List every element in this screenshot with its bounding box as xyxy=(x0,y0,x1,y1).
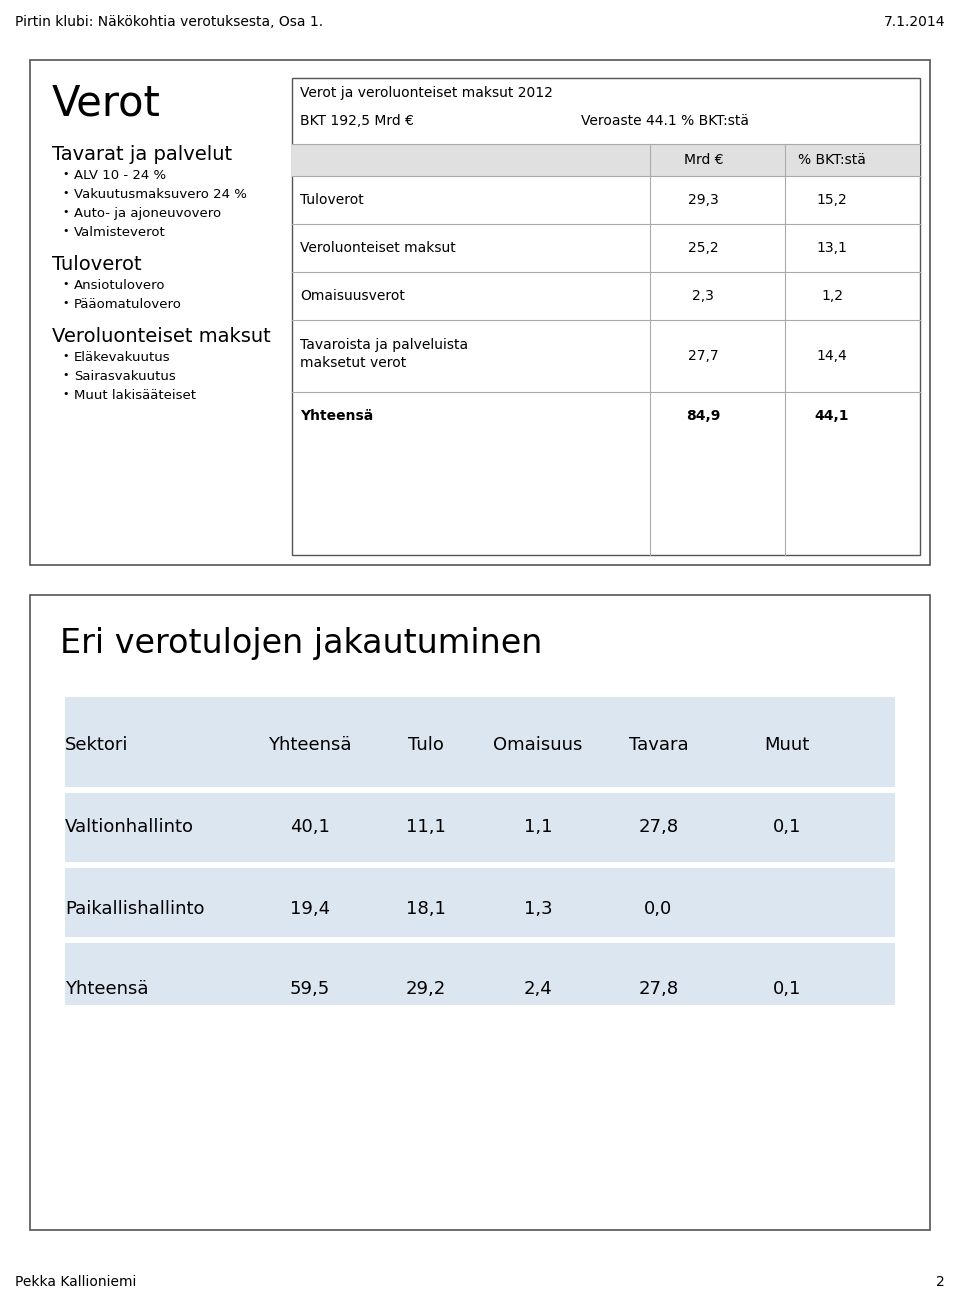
Text: •: • xyxy=(62,279,68,290)
Text: Valmisteverot: Valmisteverot xyxy=(74,226,166,239)
Text: •: • xyxy=(62,207,68,217)
Text: Tulo: Tulo xyxy=(408,736,444,754)
Text: 18,1: 18,1 xyxy=(406,900,446,918)
Text: Tavara: Tavara xyxy=(629,736,688,754)
Text: Ansiotulovero: Ansiotulovero xyxy=(74,279,165,292)
Text: 2: 2 xyxy=(936,1275,945,1289)
Text: 84,9: 84,9 xyxy=(686,409,721,423)
Text: 29,3: 29,3 xyxy=(688,193,719,207)
Text: Paikallishallinto: Paikallishallinto xyxy=(65,900,204,918)
Text: •: • xyxy=(62,226,68,237)
Text: 40,1: 40,1 xyxy=(290,818,330,837)
Text: •: • xyxy=(62,350,68,361)
Bar xyxy=(30,59,930,565)
Bar xyxy=(65,697,895,1005)
Bar xyxy=(292,144,920,176)
Text: 25,2: 25,2 xyxy=(688,240,719,255)
Text: Tavarat ja palvelut: Tavarat ja palvelut xyxy=(52,145,232,164)
Text: Omaisuusverot: Omaisuusverot xyxy=(300,290,405,303)
Bar xyxy=(65,787,895,793)
Text: •: • xyxy=(62,187,68,198)
Bar xyxy=(292,78,920,555)
Text: Muut: Muut xyxy=(764,736,809,754)
Text: Tuloverot: Tuloverot xyxy=(52,255,142,274)
Text: Omaisuus: Omaisuus xyxy=(493,736,583,754)
Text: 15,2: 15,2 xyxy=(817,193,848,207)
Text: 19,4: 19,4 xyxy=(290,900,330,918)
Text: ALV 10 - 24 %: ALV 10 - 24 % xyxy=(74,169,166,182)
Text: 13,1: 13,1 xyxy=(817,240,848,255)
Bar xyxy=(30,595,930,1230)
Text: Tavaroista ja palveluista: Tavaroista ja palveluista xyxy=(300,339,468,352)
Text: Sairasvakuutus: Sairasvakuutus xyxy=(74,370,176,383)
Text: Auto- ja ajoneuvovero: Auto- ja ajoneuvovero xyxy=(74,207,221,220)
Text: 1,1: 1,1 xyxy=(524,818,552,837)
Text: Verot ja veroluonteiset maksut 2012: Verot ja veroluonteiset maksut 2012 xyxy=(300,87,553,100)
Text: Yhteensä: Yhteensä xyxy=(268,736,351,754)
Text: Yhteensä: Yhteensä xyxy=(300,409,373,423)
Text: 1,2: 1,2 xyxy=(821,290,843,303)
Text: 29,2: 29,2 xyxy=(406,980,446,998)
Text: Valtionhallinto: Valtionhallinto xyxy=(65,818,194,837)
Text: Verot: Verot xyxy=(52,81,161,124)
Text: 27,8: 27,8 xyxy=(638,818,679,837)
Text: Yhteensä: Yhteensä xyxy=(65,980,149,998)
Text: 14,4: 14,4 xyxy=(817,349,848,363)
Bar xyxy=(65,862,895,868)
Text: •: • xyxy=(62,370,68,380)
Text: 0,0: 0,0 xyxy=(644,900,673,918)
Text: Pirtin klubi: Näkökohtia verotuksesta, Osa 1.: Pirtin klubi: Näkökohtia verotuksesta, O… xyxy=(15,16,324,28)
Text: 27,8: 27,8 xyxy=(638,980,679,998)
Text: Vakuutusmaksuvero 24 %: Vakuutusmaksuvero 24 % xyxy=(74,187,247,200)
Text: Muut lakisääteiset: Muut lakisääteiset xyxy=(74,389,196,402)
Text: 1,3: 1,3 xyxy=(524,900,552,918)
Text: Veroaste 44.1 % BKT:stä: Veroaste 44.1 % BKT:stä xyxy=(581,114,749,128)
Text: Sektori: Sektori xyxy=(65,736,129,754)
Text: 44,1: 44,1 xyxy=(815,409,850,423)
Text: 11,1: 11,1 xyxy=(406,818,446,837)
Text: maksetut verot: maksetut verot xyxy=(300,356,406,370)
Text: BKT 192,5 Mrd €: BKT 192,5 Mrd € xyxy=(300,114,414,128)
Text: Veroluonteiset maksut: Veroluonteiset maksut xyxy=(300,240,456,255)
Text: 2,4: 2,4 xyxy=(524,980,552,998)
Text: •: • xyxy=(62,297,68,308)
Text: Veroluonteiset maksut: Veroluonteiset maksut xyxy=(52,327,271,347)
Text: Tuloverot: Tuloverot xyxy=(300,193,364,207)
Text: 0,1: 0,1 xyxy=(773,980,802,998)
Bar xyxy=(65,937,895,943)
Text: 0,1: 0,1 xyxy=(773,818,802,837)
Text: 7.1.2014: 7.1.2014 xyxy=(883,16,945,28)
Text: Mrd €: Mrd € xyxy=(684,153,723,167)
Text: •: • xyxy=(62,389,68,400)
Text: % BKT:stä: % BKT:stä xyxy=(798,153,866,167)
Text: 2,3: 2,3 xyxy=(692,290,714,303)
Text: Eläkevakuutus: Eläkevakuutus xyxy=(74,350,171,365)
Text: 27,7: 27,7 xyxy=(688,349,719,363)
Text: •: • xyxy=(62,169,68,178)
Text: Eri verotulojen jakautuminen: Eri verotulojen jakautuminen xyxy=(60,627,542,659)
Text: 59,5: 59,5 xyxy=(290,980,330,998)
Text: Pekka Kallioniemi: Pekka Kallioniemi xyxy=(15,1275,136,1289)
Text: Pääomatulovero: Pääomatulovero xyxy=(74,297,181,312)
